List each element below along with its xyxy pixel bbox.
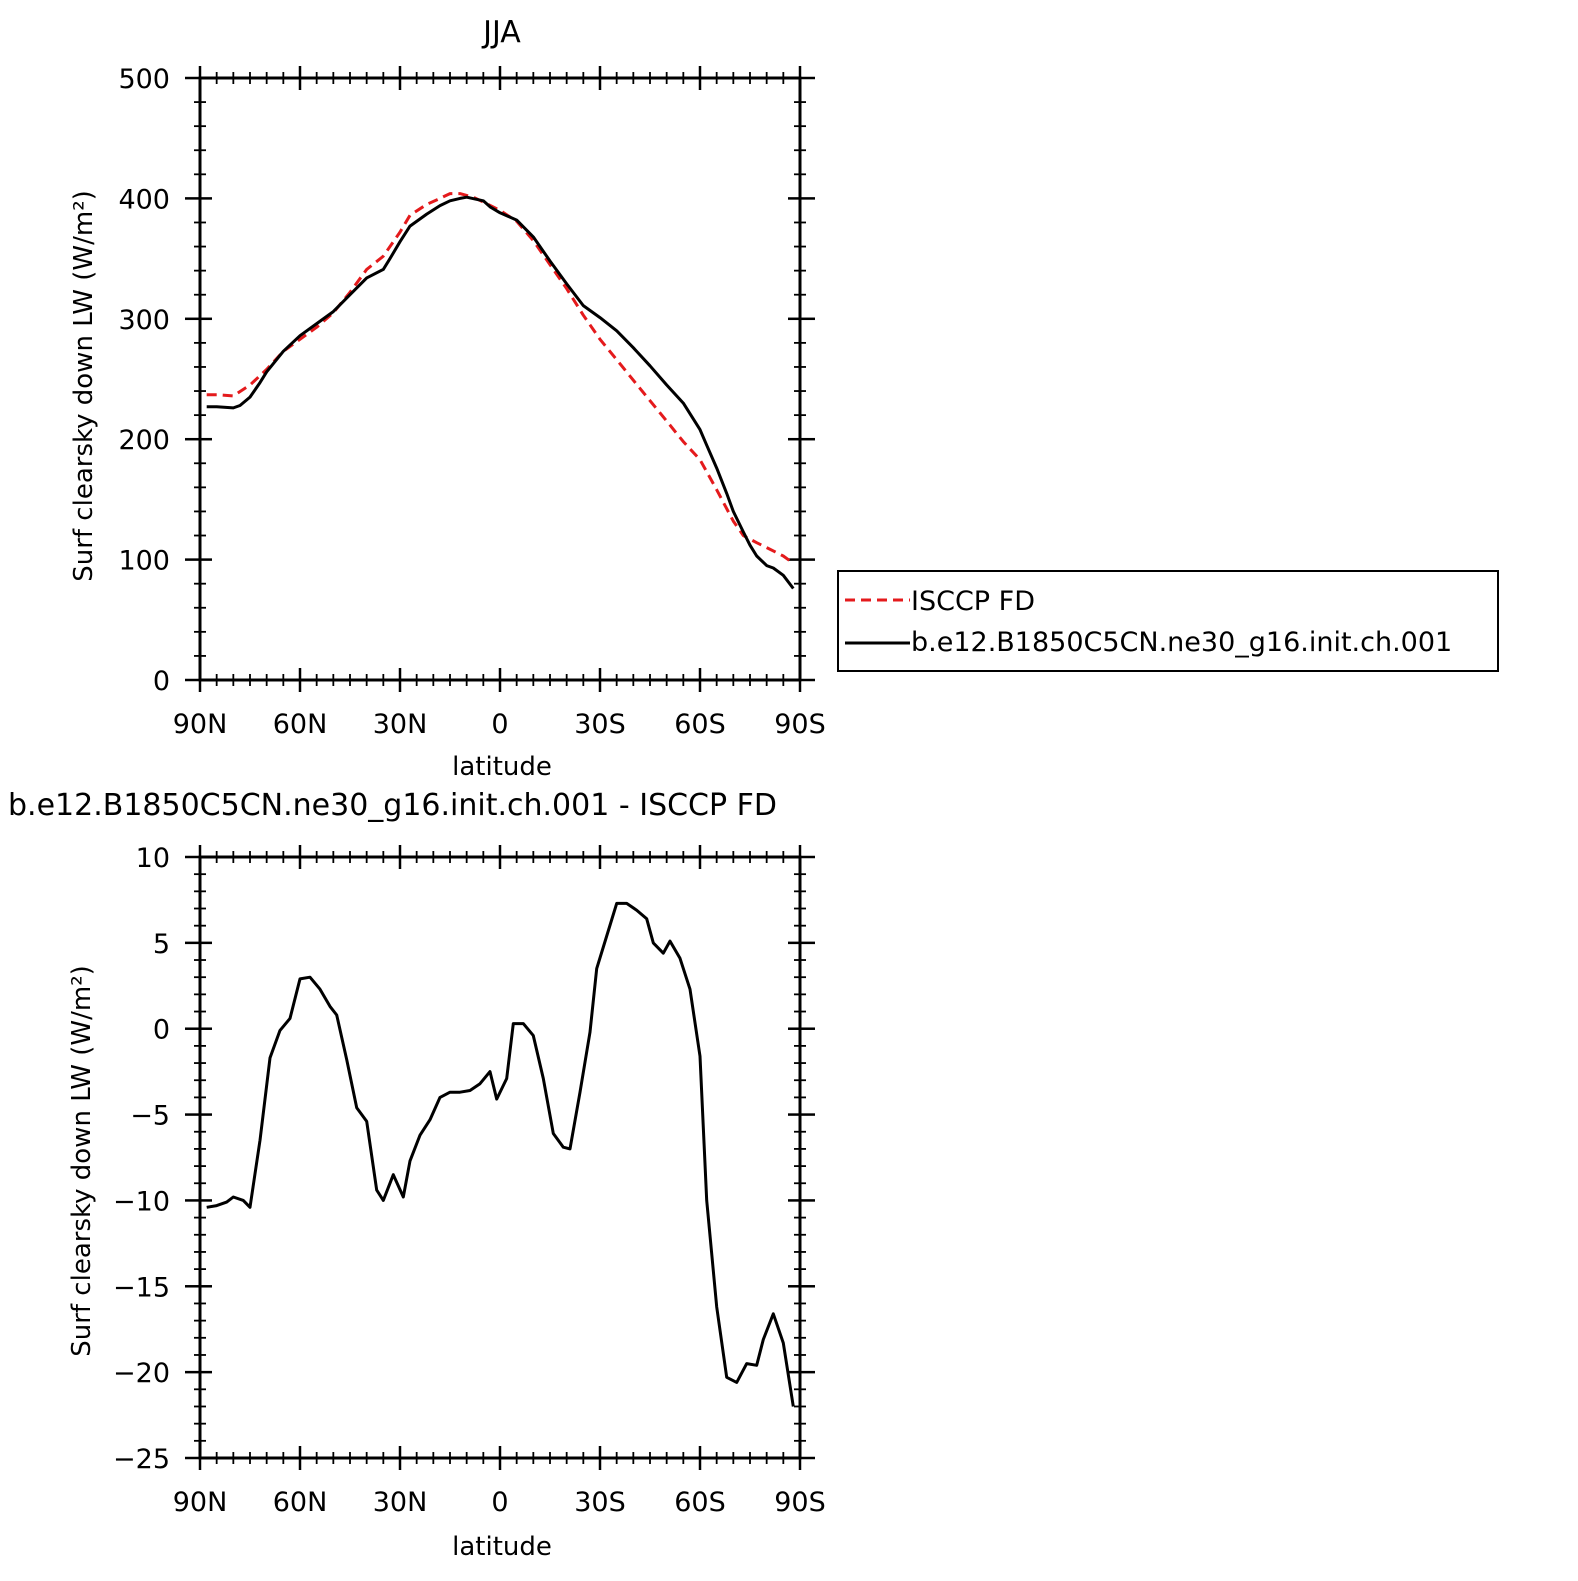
legend-label-model: b.e12.B1850C5CN.ne30_g16.init.ch.001 <box>911 627 1452 658</box>
top-panel-jja: JJA 0 100 200 300 400 500 90N 60N 30N 0 30S 60S 90S… <box>69 15 826 782</box>
y-tick-label: −10 <box>113 1186 170 1217</box>
y-tick-label: −15 <box>113 1272 170 1303</box>
y-tick-label: 0 <box>153 666 170 697</box>
legend-label-isccp-fd: ISCCP FD <box>911 586 1035 617</box>
chart-title: JJA <box>481 15 521 50</box>
x-tick-label: 60N <box>273 709 328 740</box>
x-axis-label: latitude <box>452 1532 552 1562</box>
x-tick-label: 90N <box>173 1487 228 1518</box>
y-tick-labels: 0 100 200 300 400 500 <box>118 64 170 697</box>
y-axis-label: Surf clearsky down LW (W/m²) <box>67 965 97 1357</box>
x-tick-label: 90S <box>774 709 826 740</box>
x-tick-label: 30N <box>373 1487 428 1518</box>
y-tick-labels: −25 −20 −15 −10 −5 0 5 10 <box>113 843 170 1475</box>
series-line-solid-0 <box>206 901 795 1407</box>
x-tick-label: 30S <box>574 1487 626 1518</box>
legend-box <box>837 570 1499 672</box>
plot-frame <box>198 76 802 682</box>
x-tick-label: 30N <box>373 709 428 740</box>
y-tick-label: 200 <box>118 425 170 456</box>
x-tick-label: 60S <box>674 709 726 740</box>
series-line-dashed-0 <box>206 192 795 565</box>
x-tick-label: 90N <box>173 709 228 740</box>
x-tick-labels: 90N 60N 30N 0 30S 60S 90S <box>173 1487 826 1518</box>
y-tick-label: 500 <box>118 64 170 95</box>
y-tick-label: −20 <box>113 1358 170 1389</box>
x-tick-label: 0 <box>491 1487 508 1518</box>
series-lines <box>206 192 795 590</box>
y-tick-label: 5 <box>153 929 170 960</box>
y-tick-label: 0 <box>153 1015 170 1046</box>
y-axis-label: Surf clearsky down LW (W/m²) <box>69 190 99 582</box>
x-tick-label: 30S <box>574 709 626 740</box>
y-tick-label: −5 <box>130 1101 170 1132</box>
axis-ticks <box>185 845 815 1470</box>
x-tick-label: 60S <box>674 1487 726 1518</box>
x-tick-label: 0 <box>491 709 508 740</box>
y-tick-label: 400 <box>118 184 170 215</box>
x-tick-label: 60N <box>273 1487 328 1518</box>
y-tick-label: −25 <box>113 1444 170 1475</box>
x-axis-label: latitude <box>452 752 552 782</box>
series-lines <box>206 901 795 1407</box>
legend: ISCCP FD b.e12.B1850C5CN.ne30_g16.init.c… <box>837 570 1499 672</box>
plot-frame <box>198 855 802 1460</box>
axis-ticks <box>185 66 815 692</box>
x-tick-label: 90S <box>774 1487 826 1518</box>
bottom-panel-difference: b.e12.B1850C5CN.ne30_g16.init.ch.001 - I… <box>8 788 826 1562</box>
x-tick-labels: 90N 60N 30N 0 30S 60S 90S <box>173 709 826 740</box>
chart-title: b.e12.B1850C5CN.ne30_g16.init.ch.001 - I… <box>8 788 777 823</box>
series-line-solid-1 <box>206 195 795 590</box>
y-tick-label: 300 <box>118 305 170 336</box>
y-tick-label: 10 <box>136 843 170 874</box>
y-tick-label: 100 <box>118 546 170 577</box>
